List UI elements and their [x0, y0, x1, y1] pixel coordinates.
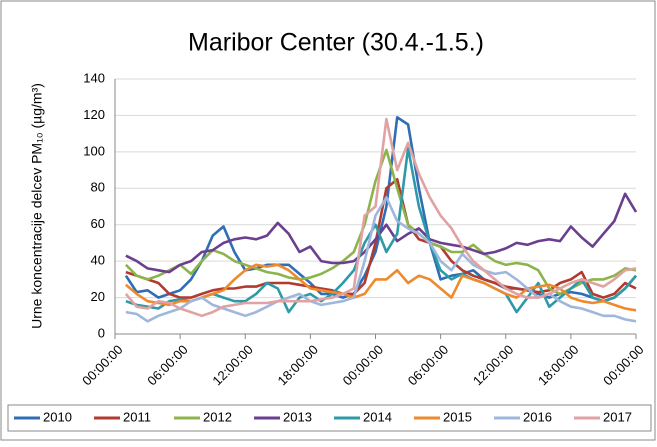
- y-tick-label: 40: [91, 253, 105, 268]
- legend-label: 2010: [43, 409, 72, 424]
- y-tick-label: 80: [91, 180, 105, 195]
- y-tick-label: 0: [98, 325, 105, 340]
- series-line: [125, 192, 638, 274]
- y-tick-label: 20: [91, 289, 105, 304]
- legend-label: 2011: [123, 409, 151, 424]
- series-line: [125, 263, 637, 312]
- series-line: [124, 117, 637, 318]
- series-line: [124, 116, 637, 303]
- y-tick-label: 100: [83, 143, 105, 158]
- legend-label: 2017: [603, 409, 632, 424]
- legend-box: [7, 404, 652, 432]
- legend-label: 2016: [523, 409, 552, 424]
- chart-title: Maribor Center (30.4.-1.5.): [188, 29, 484, 57]
- legend-label: 2013: [283, 409, 312, 424]
- y-tick-label: 120: [83, 107, 105, 122]
- y-axis-label: Urne koncentracije delcev PM₁₀ (µg/m³): [29, 83, 45, 329]
- legend-label: 2012: [203, 409, 232, 424]
- legend-label: 2014: [363, 409, 392, 424]
- y-tick-label: 140: [83, 70, 105, 85]
- legend-label: 2015: [443, 409, 472, 424]
- series-line: [125, 196, 637, 323]
- y-tick-label: 60: [91, 216, 105, 231]
